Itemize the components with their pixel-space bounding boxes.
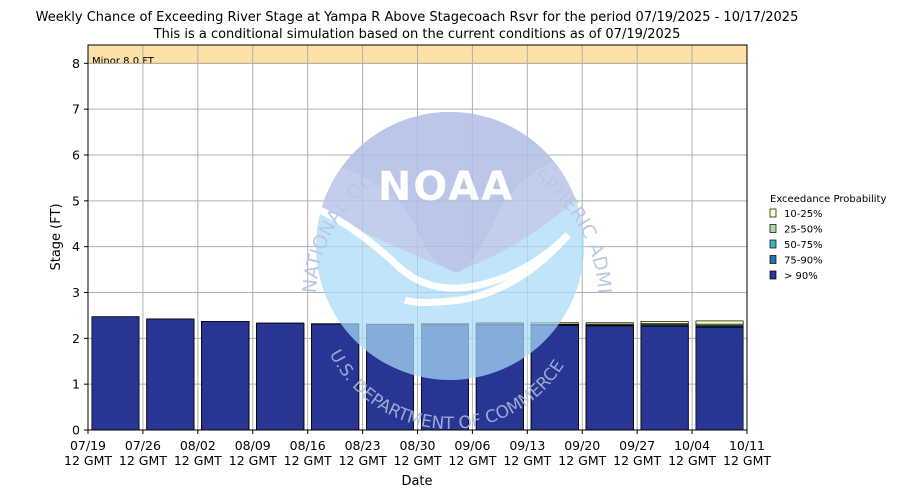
- legend-title: Exceedance Probability: [770, 194, 886, 205]
- x-tick-date: 07/19: [70, 438, 106, 453]
- y-tick-label: 8: [72, 56, 80, 71]
- legend-swatch: [769, 208, 777, 218]
- x-tick-date: 08/02: [180, 438, 216, 453]
- legend-entry-label: 50-75%: [784, 240, 823, 251]
- legend-entry-label: 10-25%: [784, 209, 823, 220]
- y-tick-label: 0: [72, 423, 80, 438]
- legend: Exceedance Probability 10-25% 25-50% 50-75…: [769, 194, 886, 282]
- x-tick-time: 12 GMT: [723, 453, 771, 468]
- x-tick-date: 08/30: [399, 438, 435, 453]
- x-tick-time: 12 GMT: [339, 453, 387, 468]
- legend-swatch: [769, 224, 777, 233]
- legend-entry-label: 25-50%: [784, 225, 823, 236]
- x-tick-date: 10/11: [729, 438, 765, 453]
- x-tick-time: 12 GMT: [119, 453, 167, 468]
- legend-swatch: [769, 270, 777, 280]
- y-tick-label: 6: [72, 148, 80, 163]
- chart-subtitle: This is a conditional simulation based o…: [153, 27, 681, 42]
- bar-week-12-gt-90: [695, 326, 744, 431]
- x-tick-time: 12 GMT: [394, 453, 442, 468]
- bar-series: [91, 316, 744, 431]
- x-tick-date: 08/23: [345, 438, 381, 453]
- x-tick-date: 09/13: [509, 438, 545, 453]
- y-axis-ticks: 0 1 2 3 4 5 6 7 8: [72, 56, 88, 438]
- bar-week-10-gt-90: [585, 325, 634, 431]
- x-tick-time: 12 GMT: [558, 453, 606, 468]
- x-tick-date: 09/06: [454, 438, 490, 453]
- minor-flood-label: Minor 8.0 FT: [92, 56, 155, 67]
- y-tick-label: 2: [72, 331, 80, 346]
- bar-week-4-gt-90: [256, 322, 305, 431]
- x-tick-date: 08/16: [290, 438, 326, 453]
- x-tick-date: 09/27: [619, 438, 655, 453]
- legend-entry-label: > 90%: [784, 271, 818, 282]
- x-tick-date: 07/26: [125, 438, 161, 453]
- legend-entry-label: 75-90%: [784, 256, 823, 267]
- y-tick-label: 5: [72, 193, 80, 208]
- noaa-logo-text: NOAA: [378, 164, 514, 210]
- x-tick-time: 12 GMT: [284, 453, 332, 468]
- x-tick-date: 09/20: [564, 438, 600, 453]
- x-axis-label: Date: [401, 474, 432, 489]
- chart-title: Weekly Chance of Exceeding River Stage a…: [36, 10, 799, 25]
- legend-swatch: [769, 255, 777, 264]
- x-tick-time: 12 GMT: [64, 453, 112, 468]
- x-tick-time: 12 GMT: [503, 453, 551, 468]
- y-tick-label: 3: [72, 285, 80, 300]
- y-tick-label: 7: [72, 102, 80, 117]
- x-tick-time: 12 GMT: [174, 453, 222, 468]
- y-axis-label: Stage (FT): [49, 203, 64, 270]
- x-tick-date: 10/04: [674, 438, 710, 453]
- bar-week-1-gt-90: [91, 316, 140, 431]
- x-tick-date: 08/09: [235, 438, 271, 453]
- bar-week-3-gt-90: [201, 321, 250, 431]
- y-tick-label: 1: [72, 377, 80, 392]
- x-tick-time: 12 GMT: [668, 453, 716, 468]
- bar-week-11-gt-90: [640, 326, 689, 431]
- y-tick-label: 4: [72, 239, 80, 254]
- x-tick-time: 12 GMT: [229, 453, 277, 468]
- x-tick-time: 12 GMT: [613, 453, 661, 468]
- bar-week-5-gt-90: [311, 323, 360, 431]
- legend-swatch: [769, 239, 777, 249]
- x-tick-time: 12 GMT: [448, 453, 496, 468]
- bar-week-2-gt-90: [146, 318, 195, 431]
